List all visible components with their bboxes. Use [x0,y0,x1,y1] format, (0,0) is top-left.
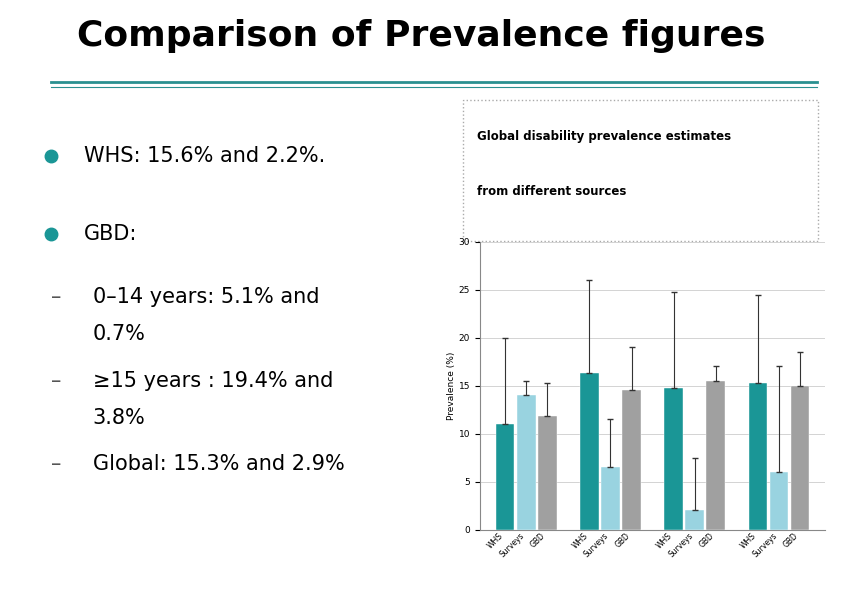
Text: –: – [51,287,61,307]
Text: from different sources: from different sources [477,185,626,198]
Bar [706,381,725,530]
Text: Comparison of Prevalence figures: Comparison of Prevalence figures [77,18,765,53]
Text: ≥15 years : 19.4% and: ≥15 years : 19.4% and [93,371,333,391]
Bar [601,467,620,530]
Text: WHS: 15.6% and 2.2%.: WHS: 15.6% and 2.2%. [84,146,326,165]
Text: 3.8%: 3.8% [93,408,146,428]
Y-axis label: Prevalence (%): Prevalence (%) [447,352,456,420]
Bar [664,387,683,530]
Text: Global disability prevalence estimates: Global disability prevalence estimates [477,130,732,143]
Bar [791,386,809,530]
Bar [517,395,536,530]
Bar [685,511,704,530]
Text: GBD:: GBD: [84,224,137,245]
Bar [770,472,788,530]
Bar [749,383,767,530]
Text: –: – [51,371,61,391]
Text: 0.7%: 0.7% [93,324,146,345]
Bar [580,373,599,530]
Text: –: – [51,454,61,474]
Bar [538,416,557,530]
Bar [622,390,641,530]
Text: 0–14 years: 5.1% and: 0–14 years: 5.1% and [93,287,319,307]
Bar [496,424,514,530]
Text: Global: 15.3% and 2.9%: Global: 15.3% and 2.9% [93,454,344,474]
